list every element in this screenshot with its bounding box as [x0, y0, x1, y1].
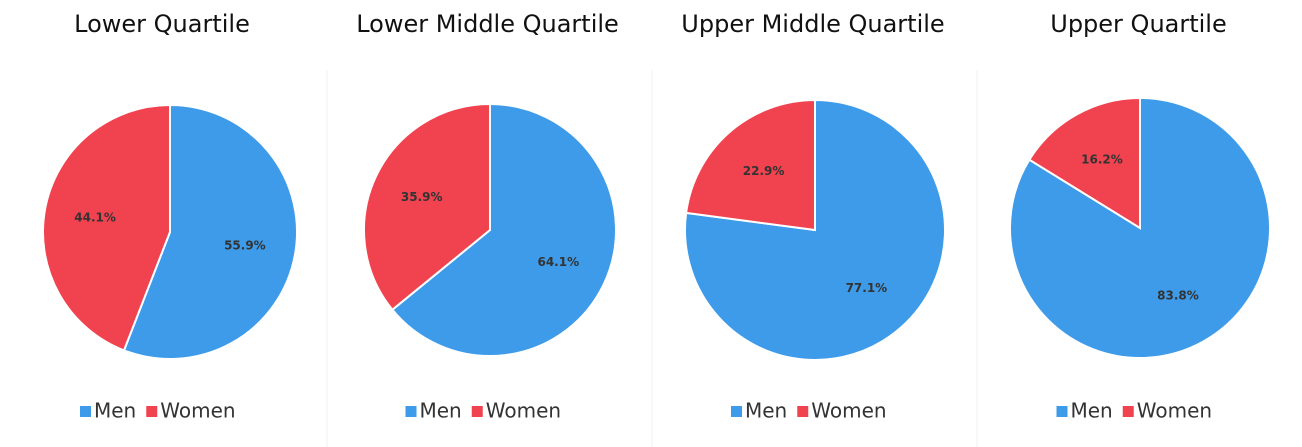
chart-title: Upper Quartile — [1050, 10, 1226, 38]
legend-swatch — [1056, 406, 1068, 417]
chart-title: Lower Quartile — [74, 10, 250, 38]
legend-label: Women — [811, 399, 886, 423]
legend-swatch — [1122, 406, 1134, 417]
data-label: 35.9% — [401, 190, 443, 204]
legend-swatch — [731, 406, 742, 417]
chart-title: Upper Middle Quartile — [681, 10, 944, 38]
data-label: 77.1% — [846, 281, 888, 295]
data-label: 22.9% — [743, 164, 785, 178]
legend-label: Men — [745, 399, 787, 423]
legend-label: Men — [1071, 399, 1113, 423]
legend-swatch — [80, 406, 91, 417]
chart-title: Lower Middle Quartile — [356, 10, 619, 38]
legend-swatch — [405, 406, 417, 417]
legend-swatch — [797, 406, 809, 417]
legend-label: Women — [486, 399, 561, 423]
legend-label: Women — [160, 399, 235, 423]
data-label: 83.8% — [1157, 289, 1199, 303]
data-label: 55.9% — [224, 239, 266, 253]
legend-label: Men — [420, 399, 462, 423]
legend-label: Women — [1137, 399, 1212, 423]
pie-slice — [42, 103, 171, 352]
legend-swatch — [146, 406, 158, 417]
pie-slice — [391, 102, 617, 357]
pie-slice — [363, 102, 491, 312]
pie-slice — [122, 103, 298, 360]
pie-slice — [684, 98, 946, 361]
pie-slice — [1027, 96, 1141, 230]
legend-swatch — [471, 406, 483, 417]
data-label: 64.1% — [537, 255, 579, 269]
legend-label: Men — [94, 399, 136, 423]
data-label: 44.1% — [74, 210, 116, 224]
data-label: 16.2% — [1081, 152, 1123, 166]
pie-slice — [685, 98, 816, 232]
